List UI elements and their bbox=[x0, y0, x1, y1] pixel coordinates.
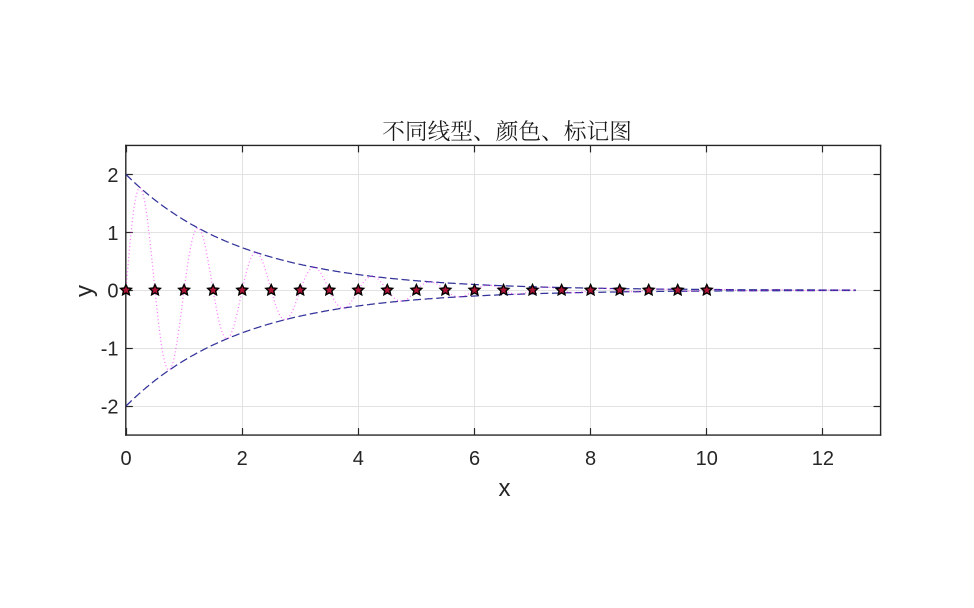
svg-text:0: 0 bbox=[107, 281, 118, 303]
svg-text:y: y bbox=[71, 285, 98, 297]
svg-text:4: 4 bbox=[353, 448, 364, 470]
svg-text:8: 8 bbox=[585, 448, 596, 470]
svg-text:x: x bbox=[499, 475, 511, 502]
svg-text:2: 2 bbox=[237, 448, 248, 470]
svg-text:-1: -1 bbox=[101, 339, 119, 361]
svg-text:10: 10 bbox=[696, 448, 718, 470]
svg-text:12: 12 bbox=[812, 448, 834, 470]
svg-text:1: 1 bbox=[107, 223, 118, 245]
svg-text:6: 6 bbox=[469, 448, 480, 470]
svg-text:-2: -2 bbox=[101, 396, 119, 418]
svg-text:2: 2 bbox=[107, 165, 118, 187]
svg-text:0: 0 bbox=[120, 448, 131, 470]
